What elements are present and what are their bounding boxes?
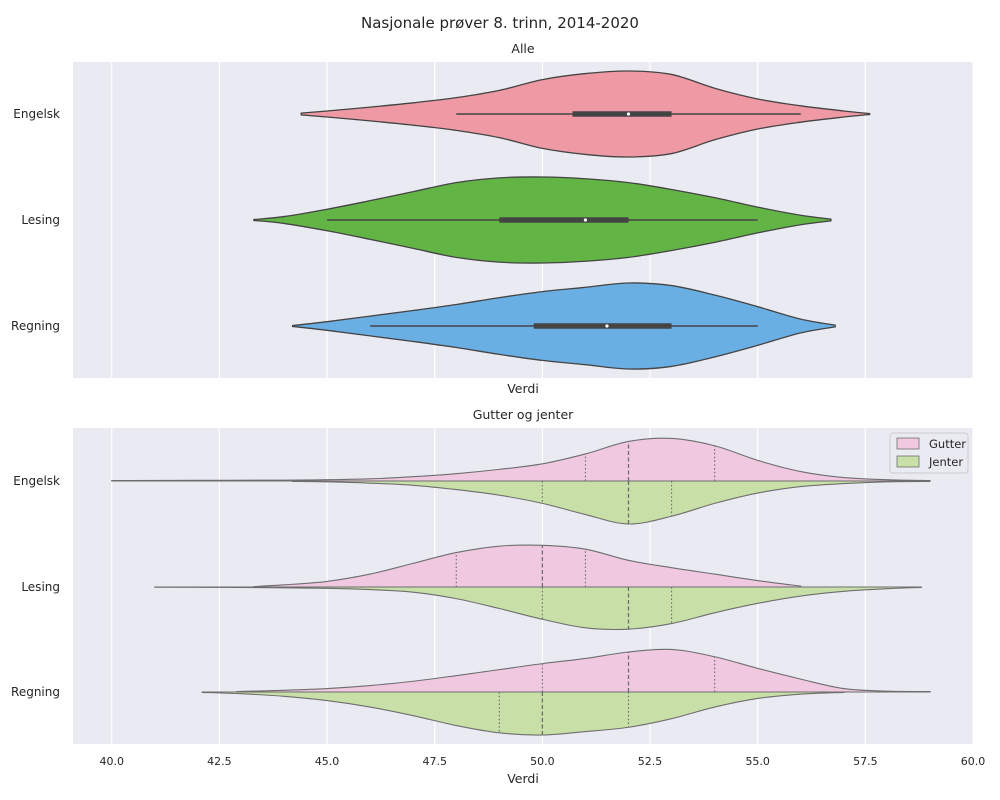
panel-title-alle: Alle [511,41,534,56]
x-tick-label: 55.0 [745,755,770,768]
half-violin-gutter-regning [236,648,931,693]
x-tick-label: 60.0 [961,755,986,768]
x-tick-label: 47.5 [422,755,447,768]
panel-title-gutter-og-jenter: Gutter og jenter [473,407,574,422]
legend-swatch-gutter [896,437,920,450]
x-tick-label: 42.5 [207,755,232,768]
y-tick-label-regning: Regning [11,319,60,333]
half-violin-gutter-lesing [253,544,802,588]
x-tick-label: 52.5 [638,755,663,768]
half-violin-jenter-engelsk [292,480,931,525]
half-violin-jenter-lesing [154,586,922,631]
y-tick-labels-alle: Engelsk Lesing Regning [11,107,60,333]
violins-gutter-og-jenter [111,437,931,736]
x-tick-label: 57.5 [853,755,878,768]
x-tick-labels: 40.0 42.5 45.0 47.5 50.0 52.5 55.0 57.5 60.0 [100,755,986,768]
half-violin-jenter-regning [201,691,845,736]
panel-gutter-og-jenter: Gutter og jenter Engelsk Lesing Regning 40… [11,407,985,786]
y-tick-label-lesing: Lesing [21,580,60,594]
y-tick-label-regning: Regning [11,685,60,699]
legend-swatch-jenter [896,455,920,468]
x-tick-label: 50.0 [530,755,555,768]
y-tick-label-lesing: Lesing [21,213,60,227]
median-marker-lesing [583,218,588,222]
x-axis-label-gutter-og-jenter: Verdi [507,771,539,786]
y-tick-label-engelsk: Engelsk [13,107,60,121]
y-tick-labels-gutter-og-jenter: Engelsk Lesing Regning [11,474,60,699]
violins-alle [253,70,871,370]
median-marker-engelsk [626,112,631,116]
y-tick-label-engelsk: Engelsk [13,474,60,488]
legend: Gutter Jenter [889,432,969,474]
half-violin-gutter-engelsk [111,437,931,482]
panel-alle: Alle Engelsk Lesing Regning Verdi [11,41,974,396]
figure-title: Nasjonale prøver 8. trinn, 2014-2020 [361,14,639,32]
x-tick-label: 45.0 [315,755,340,768]
x-axis-label-alle: Verdi [507,381,539,396]
median-marker-regning [605,324,609,328]
legend-label-jenter: Jenter [928,455,963,469]
x-tick-label: 40.0 [100,755,125,768]
legend-label-gutter: Gutter [929,437,966,451]
